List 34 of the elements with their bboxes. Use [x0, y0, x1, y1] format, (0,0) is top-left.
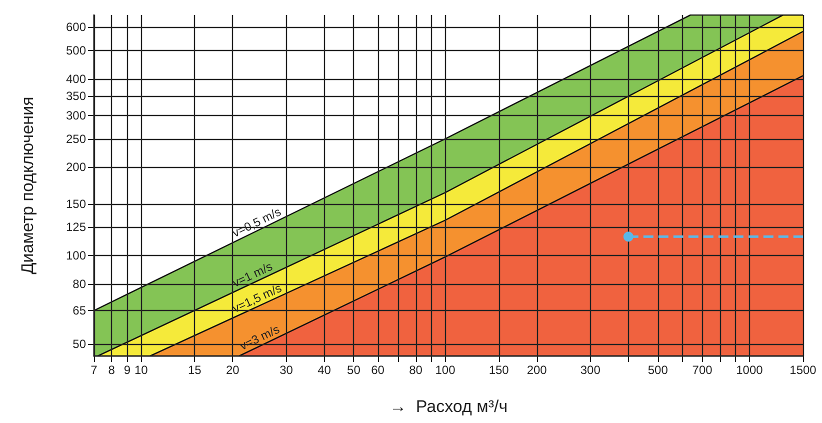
y-tick-label: 65 [72, 304, 86, 318]
y-tick-label: 600 [66, 20, 86, 34]
x-tick-label: 700 [692, 363, 713, 377]
y-tick-label: 200 [66, 160, 86, 174]
x-tick-label: 60 [371, 363, 385, 377]
y-tick-label: 300 [66, 108, 86, 123]
x-tick-label: 20 [226, 363, 240, 377]
y-axis-title: Диаметр подключения [18, 96, 37, 274]
y-tick-label: 80 [72, 277, 86, 292]
x-tick-label: 7 [90, 363, 98, 377]
x-tick-label: 500 [648, 363, 668, 377]
x-tick-label: 150 [488, 363, 510, 377]
x-tick-label: 30 [280, 363, 294, 377]
y-tick-label: 100 [66, 248, 86, 263]
y-tick-label: 350 [66, 88, 86, 103]
y-tick-label: 500 [66, 43, 86, 58]
y-tick-label: 50 [72, 336, 86, 351]
x-tick-label: 300 [580, 363, 601, 377]
x-axis-title: → Расход м³/ч [389, 397, 508, 416]
x-tick-label: 1500 [790, 363, 817, 377]
x-tick-label: 1000 [736, 363, 764, 377]
y-tick-label: 400 [66, 72, 86, 86]
x-tick-label: 200 [526, 363, 548, 377]
x-tick-label: 9 [124, 363, 131, 377]
x-tick-label: 50 [347, 363, 361, 377]
x-tick-label: 100 [435, 363, 456, 377]
y-tick-label: 250 [66, 132, 86, 146]
x-tick-label: 15 [188, 363, 202, 377]
x-tick-label: 8 [108, 363, 116, 377]
y-tick-label: 125 [66, 220, 86, 234]
x-tick-label: 40 [318, 363, 332, 377]
y-tick-label: 150 [66, 196, 86, 211]
x-tick-label: 80 [409, 363, 423, 377]
x-tick-label: 10 [134, 363, 148, 377]
